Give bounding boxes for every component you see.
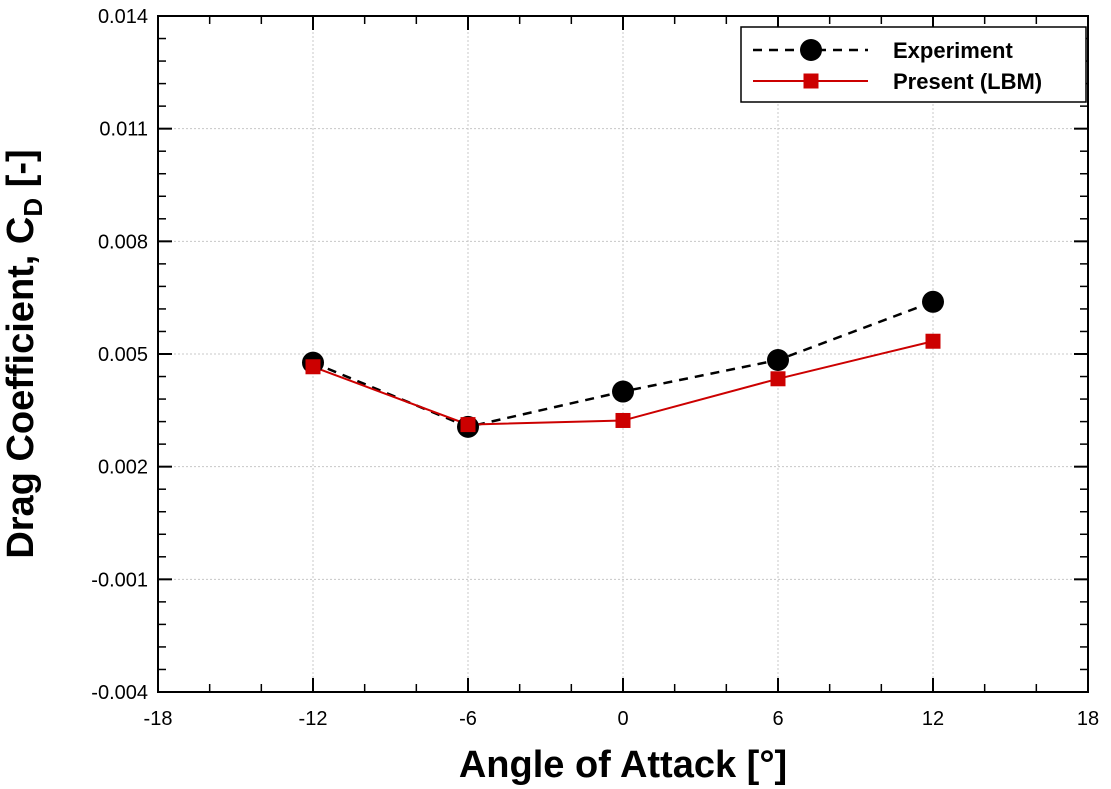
legend-label-experiment: Experiment	[893, 38, 1013, 63]
present-lbm-point	[460, 417, 476, 433]
experiment-point	[767, 349, 789, 372]
y-axis-title-subscript: D	[18, 198, 48, 217]
y-tick-label: 0.005	[98, 344, 148, 366]
tick-labels: -18 -12 -6 0 6 12 18 -0.004 -0.001 0.002 0.005 0.00…	[91, 6, 1099, 730]
grid	[158, 16, 1088, 692]
x-axis-title: Angle of Attack [°]	[459, 744, 787, 786]
y-tick-label: 0.014	[98, 6, 148, 28]
present-lbm-point	[615, 412, 631, 428]
x-tick-label: -6	[459, 708, 477, 730]
x-tick-label: -18	[144, 708, 173, 730]
y-tick-label: -0.001	[91, 569, 148, 591]
x-tick-label: 18	[1077, 708, 1099, 730]
y-tick-label: -0.004	[91, 682, 148, 704]
x-tick-label: -12	[299, 708, 328, 730]
present-lbm-point	[305, 359, 321, 375]
experiment-point	[922, 290, 944, 313]
present-lbm-point	[925, 333, 941, 349]
x-tick-label: 12	[922, 708, 944, 730]
legend-marker-experiment	[800, 39, 822, 61]
legend-label-present-lbm: Present (LBM)	[893, 69, 1042, 94]
x-tick-label: 0	[617, 708, 628, 730]
y-axis-title: Drag Coefficient, CD [-]	[0, 149, 48, 558]
experiment-point	[612, 380, 634, 403]
y-axis-title-suffix: [-]	[0, 149, 42, 198]
y-axis-title-main: Drag Coefficient, C	[0, 217, 42, 559]
legend-box	[740, 26, 1087, 103]
y-tick-label: 0.011	[99, 119, 148, 141]
series-layer	[302, 290, 944, 438]
y-tick-label: 0.002	[98, 457, 148, 479]
legend: Experiment Present (LBM)	[740, 26, 1087, 103]
legend-marker-present-lbm	[803, 73, 819, 89]
y-tick-label: 0.008	[98, 231, 148, 253]
x-tick-label: 6	[772, 708, 783, 730]
present-lbm-point	[770, 371, 786, 387]
